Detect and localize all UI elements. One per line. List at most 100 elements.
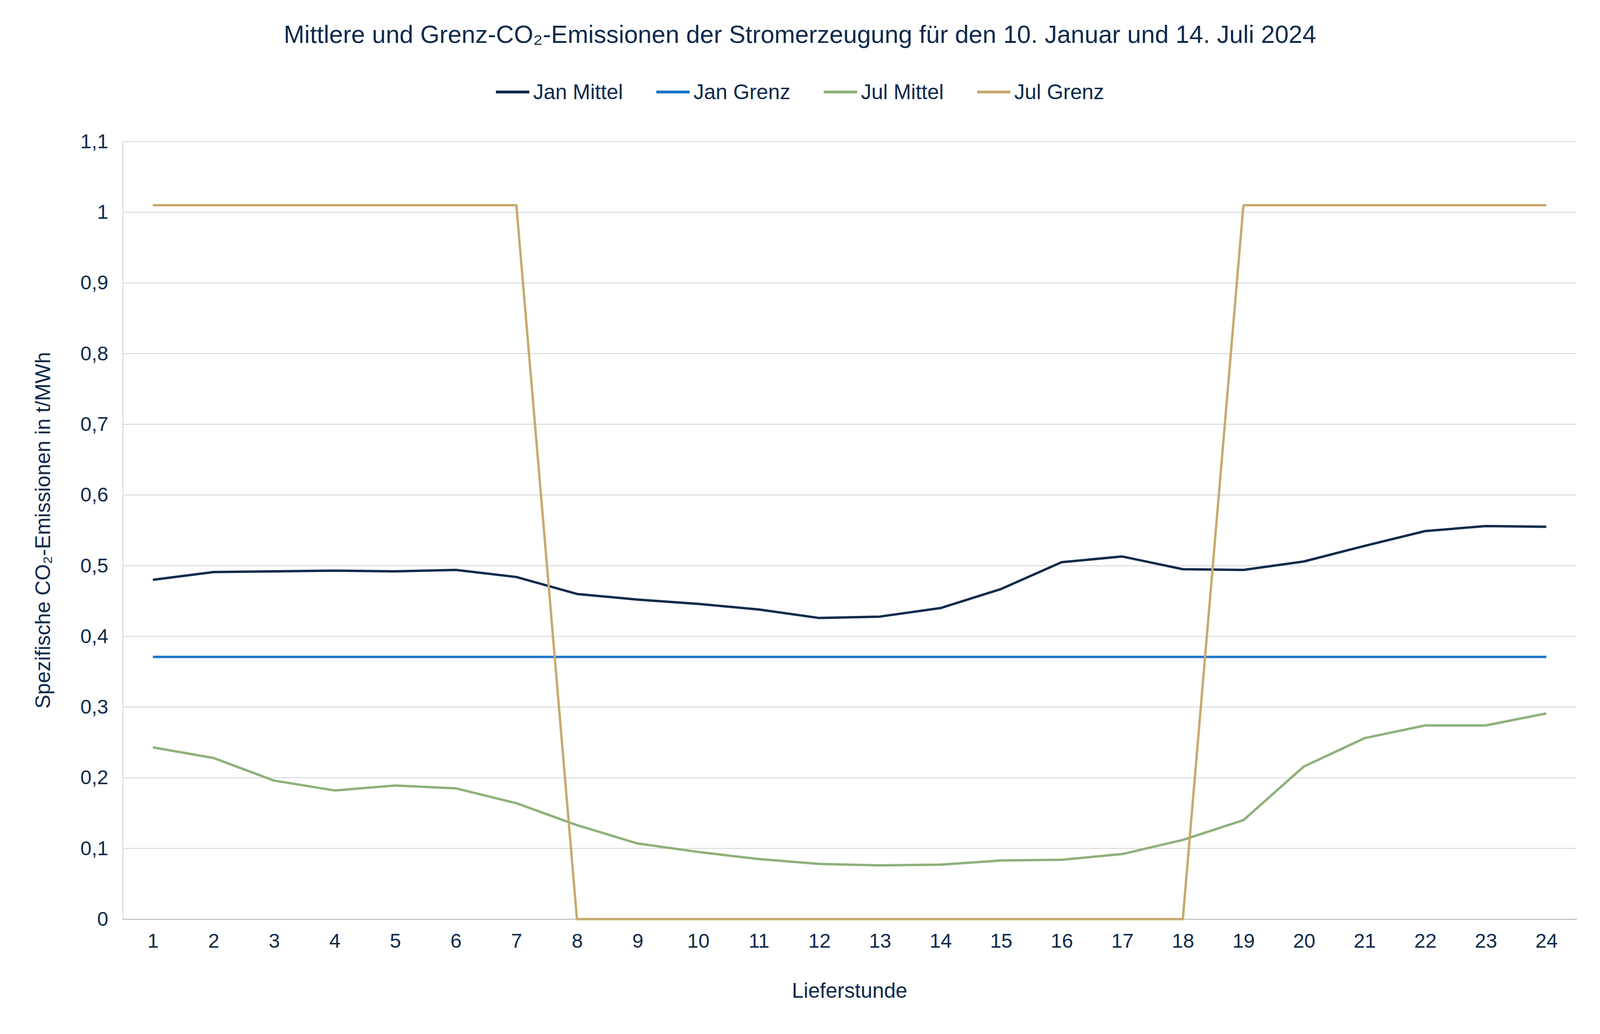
y-tick: 0,9 <box>80 271 123 294</box>
y-tick: 0,5 <box>80 554 123 578</box>
y-tick-label: 0,3 <box>80 695 109 719</box>
legend: Jan Mittel Jan Grenz Jul Mittel Jul Grenz <box>495 80 1105 104</box>
x-tick: 16 <box>1050 919 1074 953</box>
series-line <box>153 205 1547 920</box>
x-tick: 15 <box>990 919 1013 953</box>
x-tick-label: 7 <box>511 929 523 953</box>
x-tick-label: 1 <box>147 929 159 953</box>
x-tick-label: 3 <box>268 929 280 953</box>
y-axis: 00,10,20,30,40,50,60,70,80,911,1 <box>80 130 124 931</box>
x-tick: 14 <box>929 919 952 953</box>
x-tick-label: 2 <box>207 929 219 953</box>
x-tick: 1 <box>147 919 159 953</box>
x-tick: 10 <box>687 919 710 953</box>
series-line <box>153 655 1547 659</box>
y-tick: 0,4 <box>80 625 123 648</box>
x-tick-label: 21 <box>1353 929 1376 953</box>
grid-line <box>122 777 1577 779</box>
y-tick-label: 0,1 <box>80 837 109 860</box>
legend-item: Jul Mittel <box>823 80 944 104</box>
x-axis: 123456789101112131415161718192021222324 <box>123 919 1578 953</box>
x-tick-label: 10 <box>687 929 710 953</box>
x-tick-label: 22 <box>1414 929 1437 953</box>
title: Mittlere und Grenz-CO₂-Emissionen der St… <box>283 20 1317 49</box>
x-tick: 5 <box>390 919 402 953</box>
x-tick-label: 23 <box>1475 929 1498 953</box>
x-tick-label: 11 <box>748 929 770 953</box>
y-tick: 0 <box>97 908 123 931</box>
y-tick-label: 0,7 <box>80 412 109 436</box>
legend-label: Jul Mittel <box>860 80 944 104</box>
x-tick-label: 4 <box>329 929 341 953</box>
legend-swatch <box>823 90 857 94</box>
chart: Mittlere und Grenz-CO₂-Emissionen der St… <box>0 0 1600 1034</box>
x-tick-label: 19 <box>1232 929 1255 953</box>
grid-line <box>122 423 1577 425</box>
x-tick: 20 <box>1292 919 1316 953</box>
x-tick-label: 13 <box>868 929 892 953</box>
x-tick: 19 <box>1232 919 1255 953</box>
y-tick: 1,1 <box>80 130 123 153</box>
x-tick-label: 24 <box>1535 929 1559 953</box>
legend-item: Jul Grenz <box>977 80 1105 104</box>
grid-line <box>122 706 1577 708</box>
y-axis-title: Spezifische CO₂-Emissionen in t/MWh <box>30 351 55 709</box>
lines <box>153 205 1547 920</box>
x-tick-label: 9 <box>632 929 644 953</box>
x-tick: 17 <box>1111 919 1134 953</box>
y-tick-label: 0,6 <box>80 483 109 506</box>
y-tick-label: 0 <box>97 908 109 931</box>
y-tick-label: 0,5 <box>80 554 109 578</box>
x-axis-title: Lieferstunde <box>791 979 908 1003</box>
grid-line <box>122 141 1577 143</box>
grid-line <box>122 494 1577 496</box>
x-tick: 6 <box>450 919 462 953</box>
y-tick: 0,7 <box>80 412 123 436</box>
grid-line <box>122 848 1577 850</box>
grid-line <box>122 636 1577 638</box>
x-tick: 4 <box>329 919 341 953</box>
legend-swatch <box>656 90 690 94</box>
legend-item: Jan Grenz <box>656 80 791 104</box>
x-tick: 9 <box>632 919 644 953</box>
x-tick: 11 <box>748 919 770 953</box>
x-tick: 24 <box>1535 919 1559 953</box>
x-tick: 18 <box>1171 919 1195 953</box>
x-tick: 23 <box>1475 919 1498 953</box>
series-line <box>153 526 1547 619</box>
y-tick: 0,3 <box>80 695 123 719</box>
x-tick: 7 <box>511 919 523 953</box>
x-tick: 13 <box>868 919 892 953</box>
x-tick: 22 <box>1414 919 1437 953</box>
x-tick: 3 <box>268 919 280 953</box>
y-tick-label: 0,8 <box>80 342 109 365</box>
grid-line <box>122 353 1577 355</box>
grid-line <box>122 211 1577 213</box>
legend-swatch <box>495 90 530 94</box>
y-axis-line <box>122 142 124 920</box>
grid-line <box>122 565 1577 567</box>
x-tick-label: 5 <box>390 929 402 953</box>
x-tick: 21 <box>1353 919 1376 953</box>
x-tick-label: 15 <box>990 929 1013 953</box>
y-tick: 1 <box>97 200 123 224</box>
x-tick: 8 <box>571 919 583 953</box>
legend-label: Jan Mittel <box>533 80 623 104</box>
grid <box>122 141 1577 920</box>
y-tick-label: 0,9 <box>80 271 109 294</box>
y-tick: 0,8 <box>80 342 123 365</box>
x-tick: 12 <box>808 919 831 953</box>
legend-label: Jan Grenz <box>693 80 791 104</box>
x-tick-label: 14 <box>929 929 952 953</box>
legend-item: Jan Mittel <box>495 80 623 104</box>
legend-label: Jul Grenz <box>1014 80 1105 104</box>
y-tick: 0,6 <box>80 483 123 506</box>
x-tick-label: 8 <box>571 929 583 953</box>
x-tick: 2 <box>207 919 219 953</box>
x-tick-label: 17 <box>1111 929 1134 953</box>
y-tick: 0,1 <box>80 837 123 860</box>
legend-swatch <box>977 90 1011 94</box>
x-tick-label: 18 <box>1171 929 1195 953</box>
y-tick-label: 1,1 <box>80 130 109 153</box>
x-tick-label: 16 <box>1050 929 1074 953</box>
